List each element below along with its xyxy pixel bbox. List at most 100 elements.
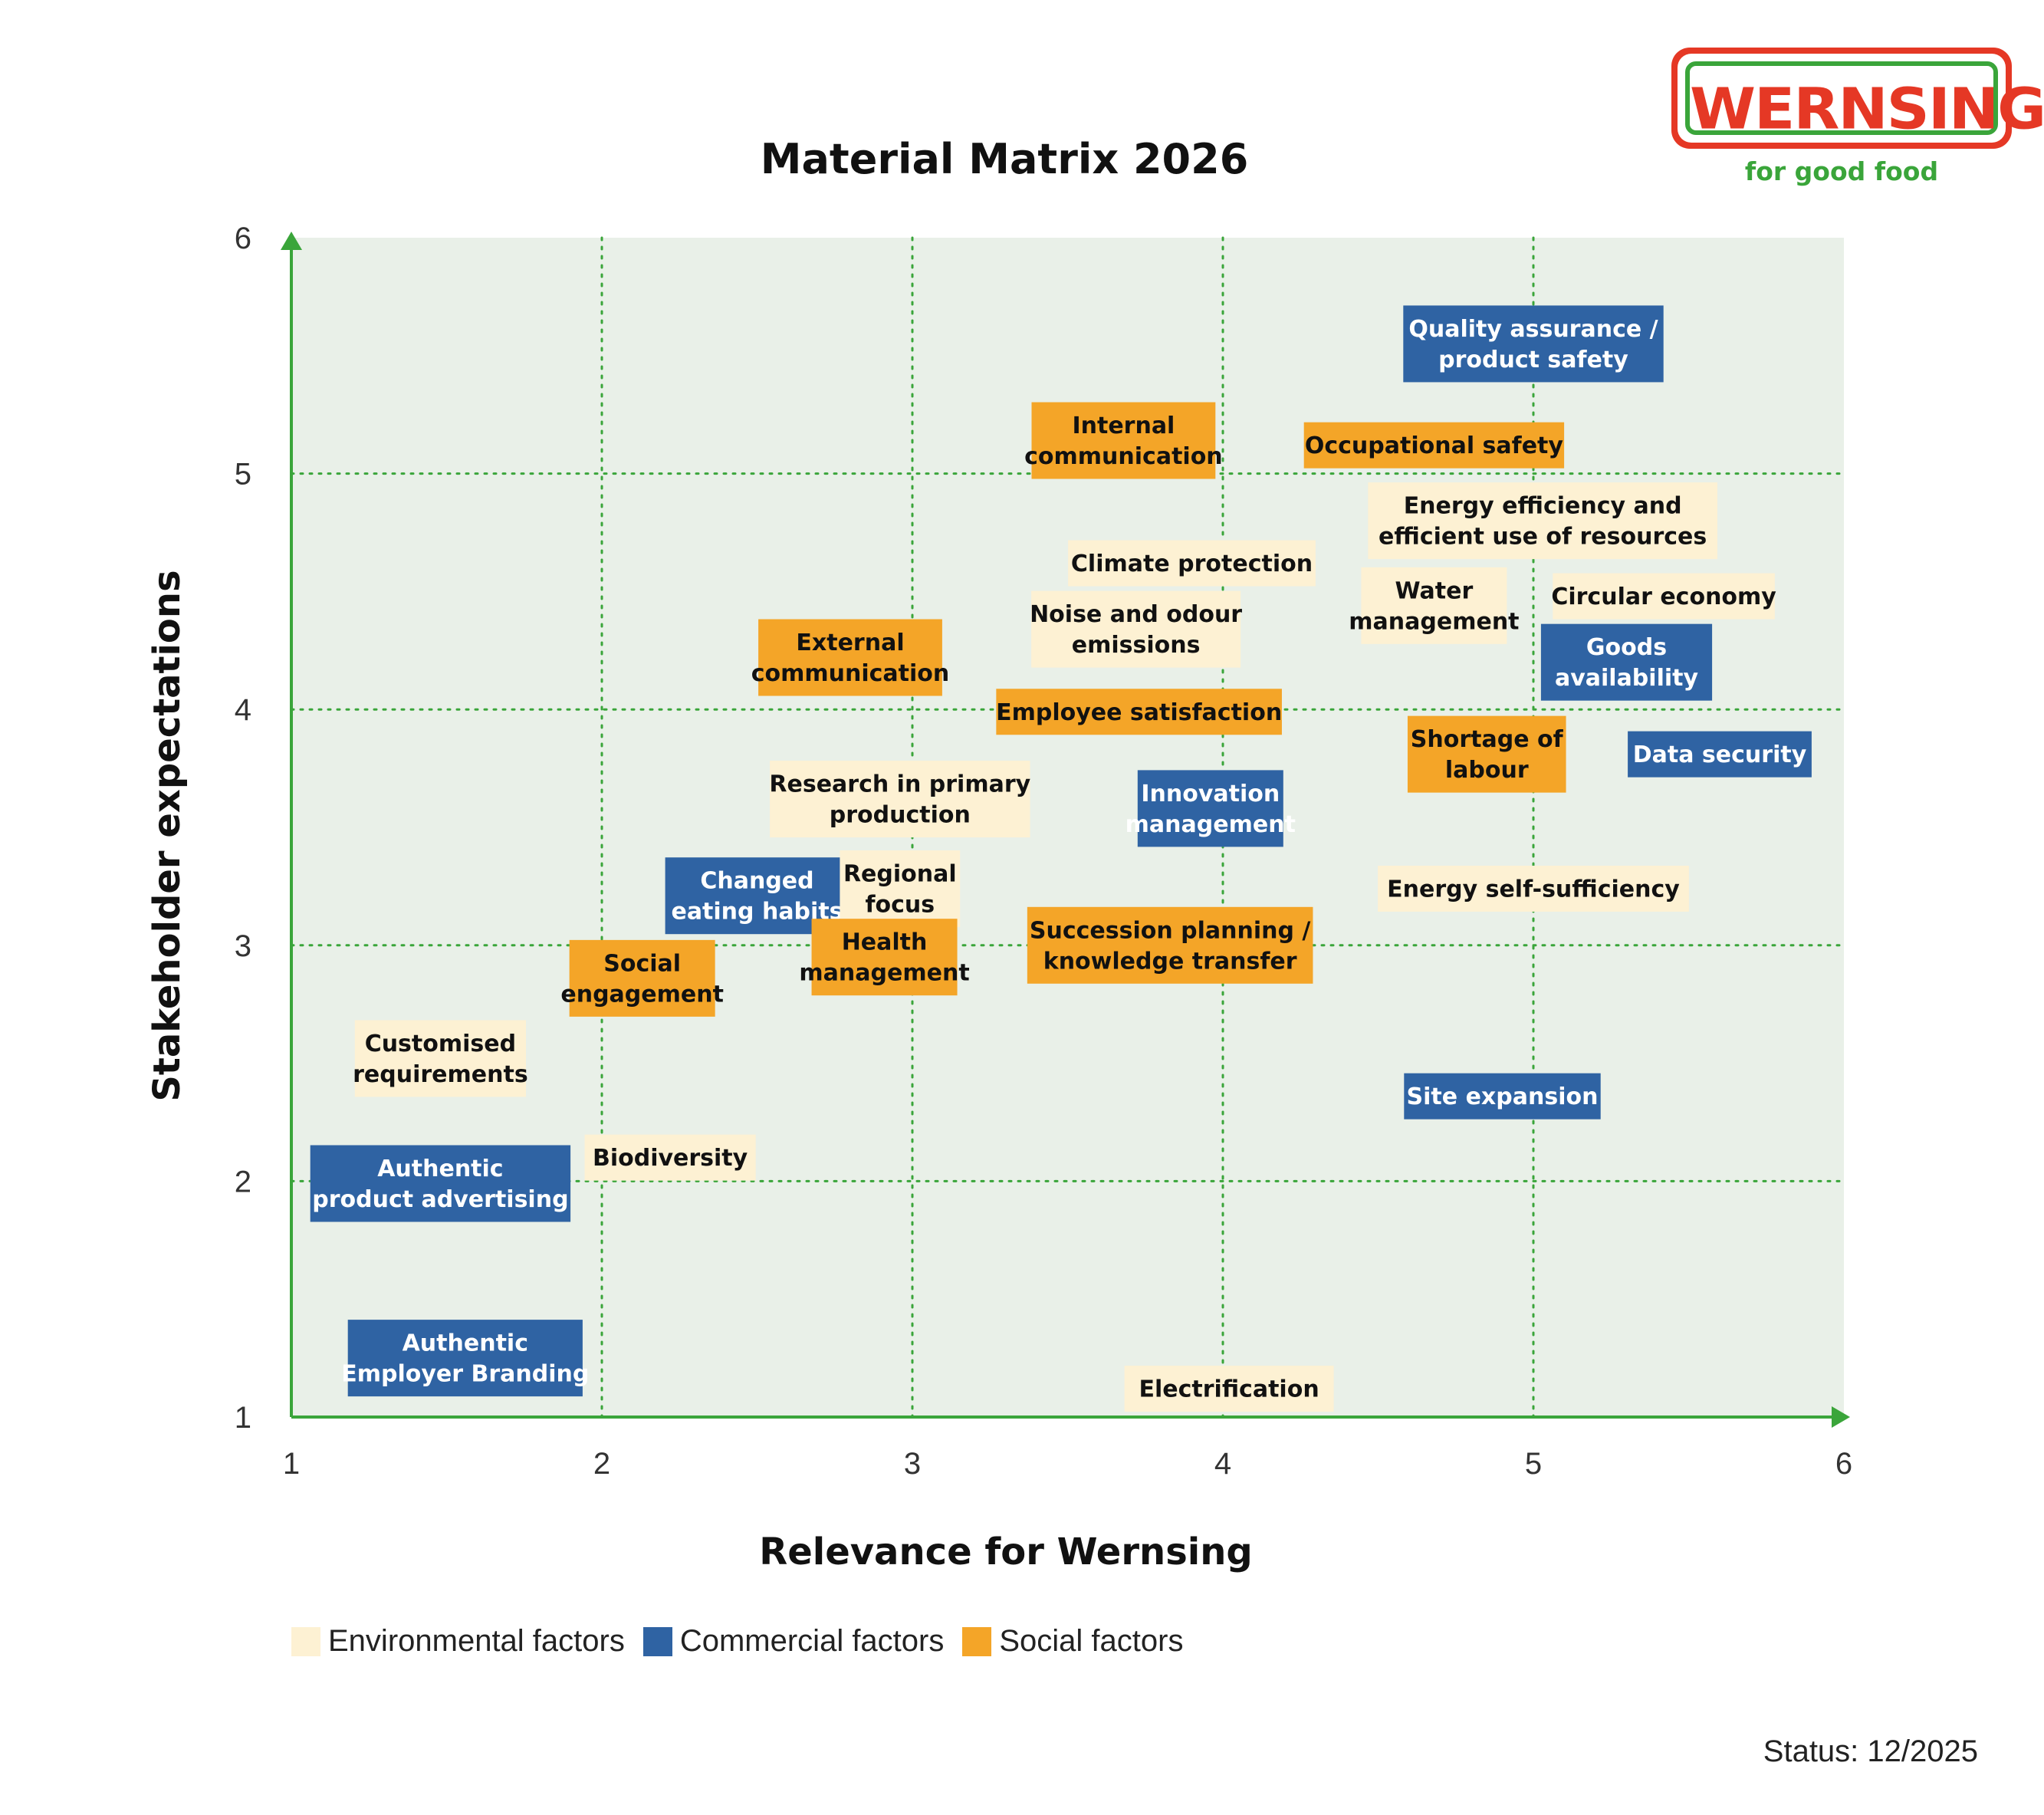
data-point-label: Site expansion <box>1407 1083 1599 1110</box>
data-point: Water management <box>1349 567 1520 644</box>
data-point: Data security <box>1628 731 1812 778</box>
chart-title: Material Matrix 2026 <box>760 135 1249 183</box>
data-point-box <box>310 1145 571 1222</box>
data-point-box <box>354 1020 526 1097</box>
data-point-label: knowledge transfer <box>1043 948 1297 975</box>
data-point-label: management <box>799 960 969 987</box>
data-point-box <box>1031 590 1241 668</box>
data-point: Employee satisfaction <box>996 689 1282 735</box>
data-point-label: Goods <box>1586 634 1667 661</box>
data-point-label: External <box>796 630 904 656</box>
data-point-box <box>1361 567 1507 644</box>
data-point-label: Succession planning / <box>1030 917 1311 944</box>
y-tick-label: 4 <box>235 693 251 727</box>
data-point-label: Occupational safety <box>1305 432 1564 459</box>
x-tick-label: 3 <box>904 1447 921 1481</box>
data-point: Energy self-sufficiency <box>1378 865 1689 912</box>
data-point-label: Changed <box>700 868 813 895</box>
data-point-box <box>1137 770 1283 847</box>
data-point-label: management <box>1126 811 1296 838</box>
data-point-label: Energy self-sufficiency <box>1387 876 1680 903</box>
data-point-box <box>840 850 961 927</box>
data-point-label: efficient use of resources <box>1379 524 1707 551</box>
data-point-label: communication <box>751 660 950 687</box>
data-point-label: Regional <box>843 860 957 887</box>
logo-text: WERNSING <box>1690 77 2044 143</box>
legend-label: Commercial factors <box>679 1624 945 1658</box>
legend-item-commercial: Commercial factors <box>642 1624 945 1659</box>
data-point-label: product advertising <box>312 1186 568 1213</box>
legend-label: Environmental factors <box>328 1624 625 1658</box>
y-tick-label: 5 <box>235 458 251 492</box>
wernsing-logo: WERNSING <box>1671 48 2044 149</box>
data-point-box <box>770 761 1030 838</box>
data-point-label: requirements <box>353 1061 528 1088</box>
y-tick-label: 2 <box>235 1165 251 1198</box>
data-point-box <box>584 1134 756 1181</box>
data-point: Regional focus <box>840 850 961 927</box>
data-point: Succession planning / knowledge transfer <box>1027 906 1313 984</box>
data-point-label: engagement <box>560 981 724 1008</box>
data-point: Research in primary production <box>769 761 1031 838</box>
data-points: Quality assurance / product safety Interna… <box>310 305 1812 1412</box>
data-point-label: Social <box>603 950 681 977</box>
data-point: Electrification <box>1124 1366 1334 1412</box>
data-point-box <box>1404 1073 1601 1120</box>
data-point: Quality assurance / product safety <box>1403 305 1664 383</box>
data-point-label: Authentic <box>403 1330 528 1357</box>
data-point: Internal communication <box>1024 402 1223 479</box>
data-point: Authentic Employer Branding <box>341 1320 589 1397</box>
data-point-box <box>1031 402 1216 479</box>
data-point-label: management <box>1349 608 1519 635</box>
data-point-label: Data security <box>1633 741 1807 768</box>
data-point-box <box>1368 482 1717 560</box>
logo-slogan: for good food <box>1744 156 1939 186</box>
data-point-label: Quality assurance / <box>1408 316 1658 343</box>
data-point-label: product safety <box>1438 347 1628 373</box>
data-point-label: Energy efficiency and <box>1404 493 1682 520</box>
data-point-box <box>1403 305 1664 383</box>
data-point-label: production <box>830 802 971 829</box>
data-point-box <box>1553 573 1775 620</box>
data-point-label: Customised <box>365 1031 516 1057</box>
data-point: Innovation management <box>1126 770 1296 847</box>
data-point-label: Climate protection <box>1071 551 1313 577</box>
data-point-box <box>1628 731 1812 778</box>
data-point-label: Health <box>842 929 928 956</box>
data-point-label: Internal <box>1072 413 1175 439</box>
legend-swatch-social <box>962 1626 992 1656</box>
data-point-label: Employer Branding <box>341 1361 589 1388</box>
data-point-box <box>1407 715 1566 793</box>
data-point: Health management <box>799 919 970 996</box>
data-point-label: Innovation <box>1141 781 1280 807</box>
y-tick-label: 6 <box>235 222 251 255</box>
data-point-label: Research in primary <box>769 771 1030 798</box>
data-point-box <box>347 1320 583 1397</box>
legend-swatch-environmental <box>291 1626 320 1656</box>
x-tick-label: 5 <box>1525 1447 1542 1481</box>
data-point-box <box>1027 906 1313 984</box>
x-tick-label: 6 <box>1835 1447 1852 1481</box>
y-axis-arrow <box>281 232 302 250</box>
data-point: Authentic product advertising <box>310 1145 571 1222</box>
data-point-label: Water <box>1395 577 1474 604</box>
legend-swatch-commercial <box>642 1626 672 1656</box>
data-point-box <box>1378 865 1689 912</box>
data-point-label: Employee satisfaction <box>996 699 1282 726</box>
data-point-label: Noise and odour <box>1030 601 1242 628</box>
data-point: External communication <box>751 619 950 696</box>
data-point-label: Authentic <box>377 1156 503 1182</box>
data-point-label: focus <box>865 891 935 918</box>
data-point: Site expansion <box>1404 1073 1601 1120</box>
data-point: Climate protection <box>1068 540 1316 587</box>
data-point-label: communication <box>1024 443 1223 470</box>
x-axis-arrow <box>1832 1406 1850 1428</box>
data-point-label: Biodiversity <box>593 1145 748 1172</box>
data-point-box <box>996 689 1282 735</box>
y-axis-label: Stakeholder expectations <box>146 570 189 1102</box>
x-tick-label: 1 <box>283 1447 300 1481</box>
data-point: Energy efficiency and efficient use of re… <box>1368 482 1717 560</box>
data-point: Noise and odour emissions <box>1030 590 1242 668</box>
